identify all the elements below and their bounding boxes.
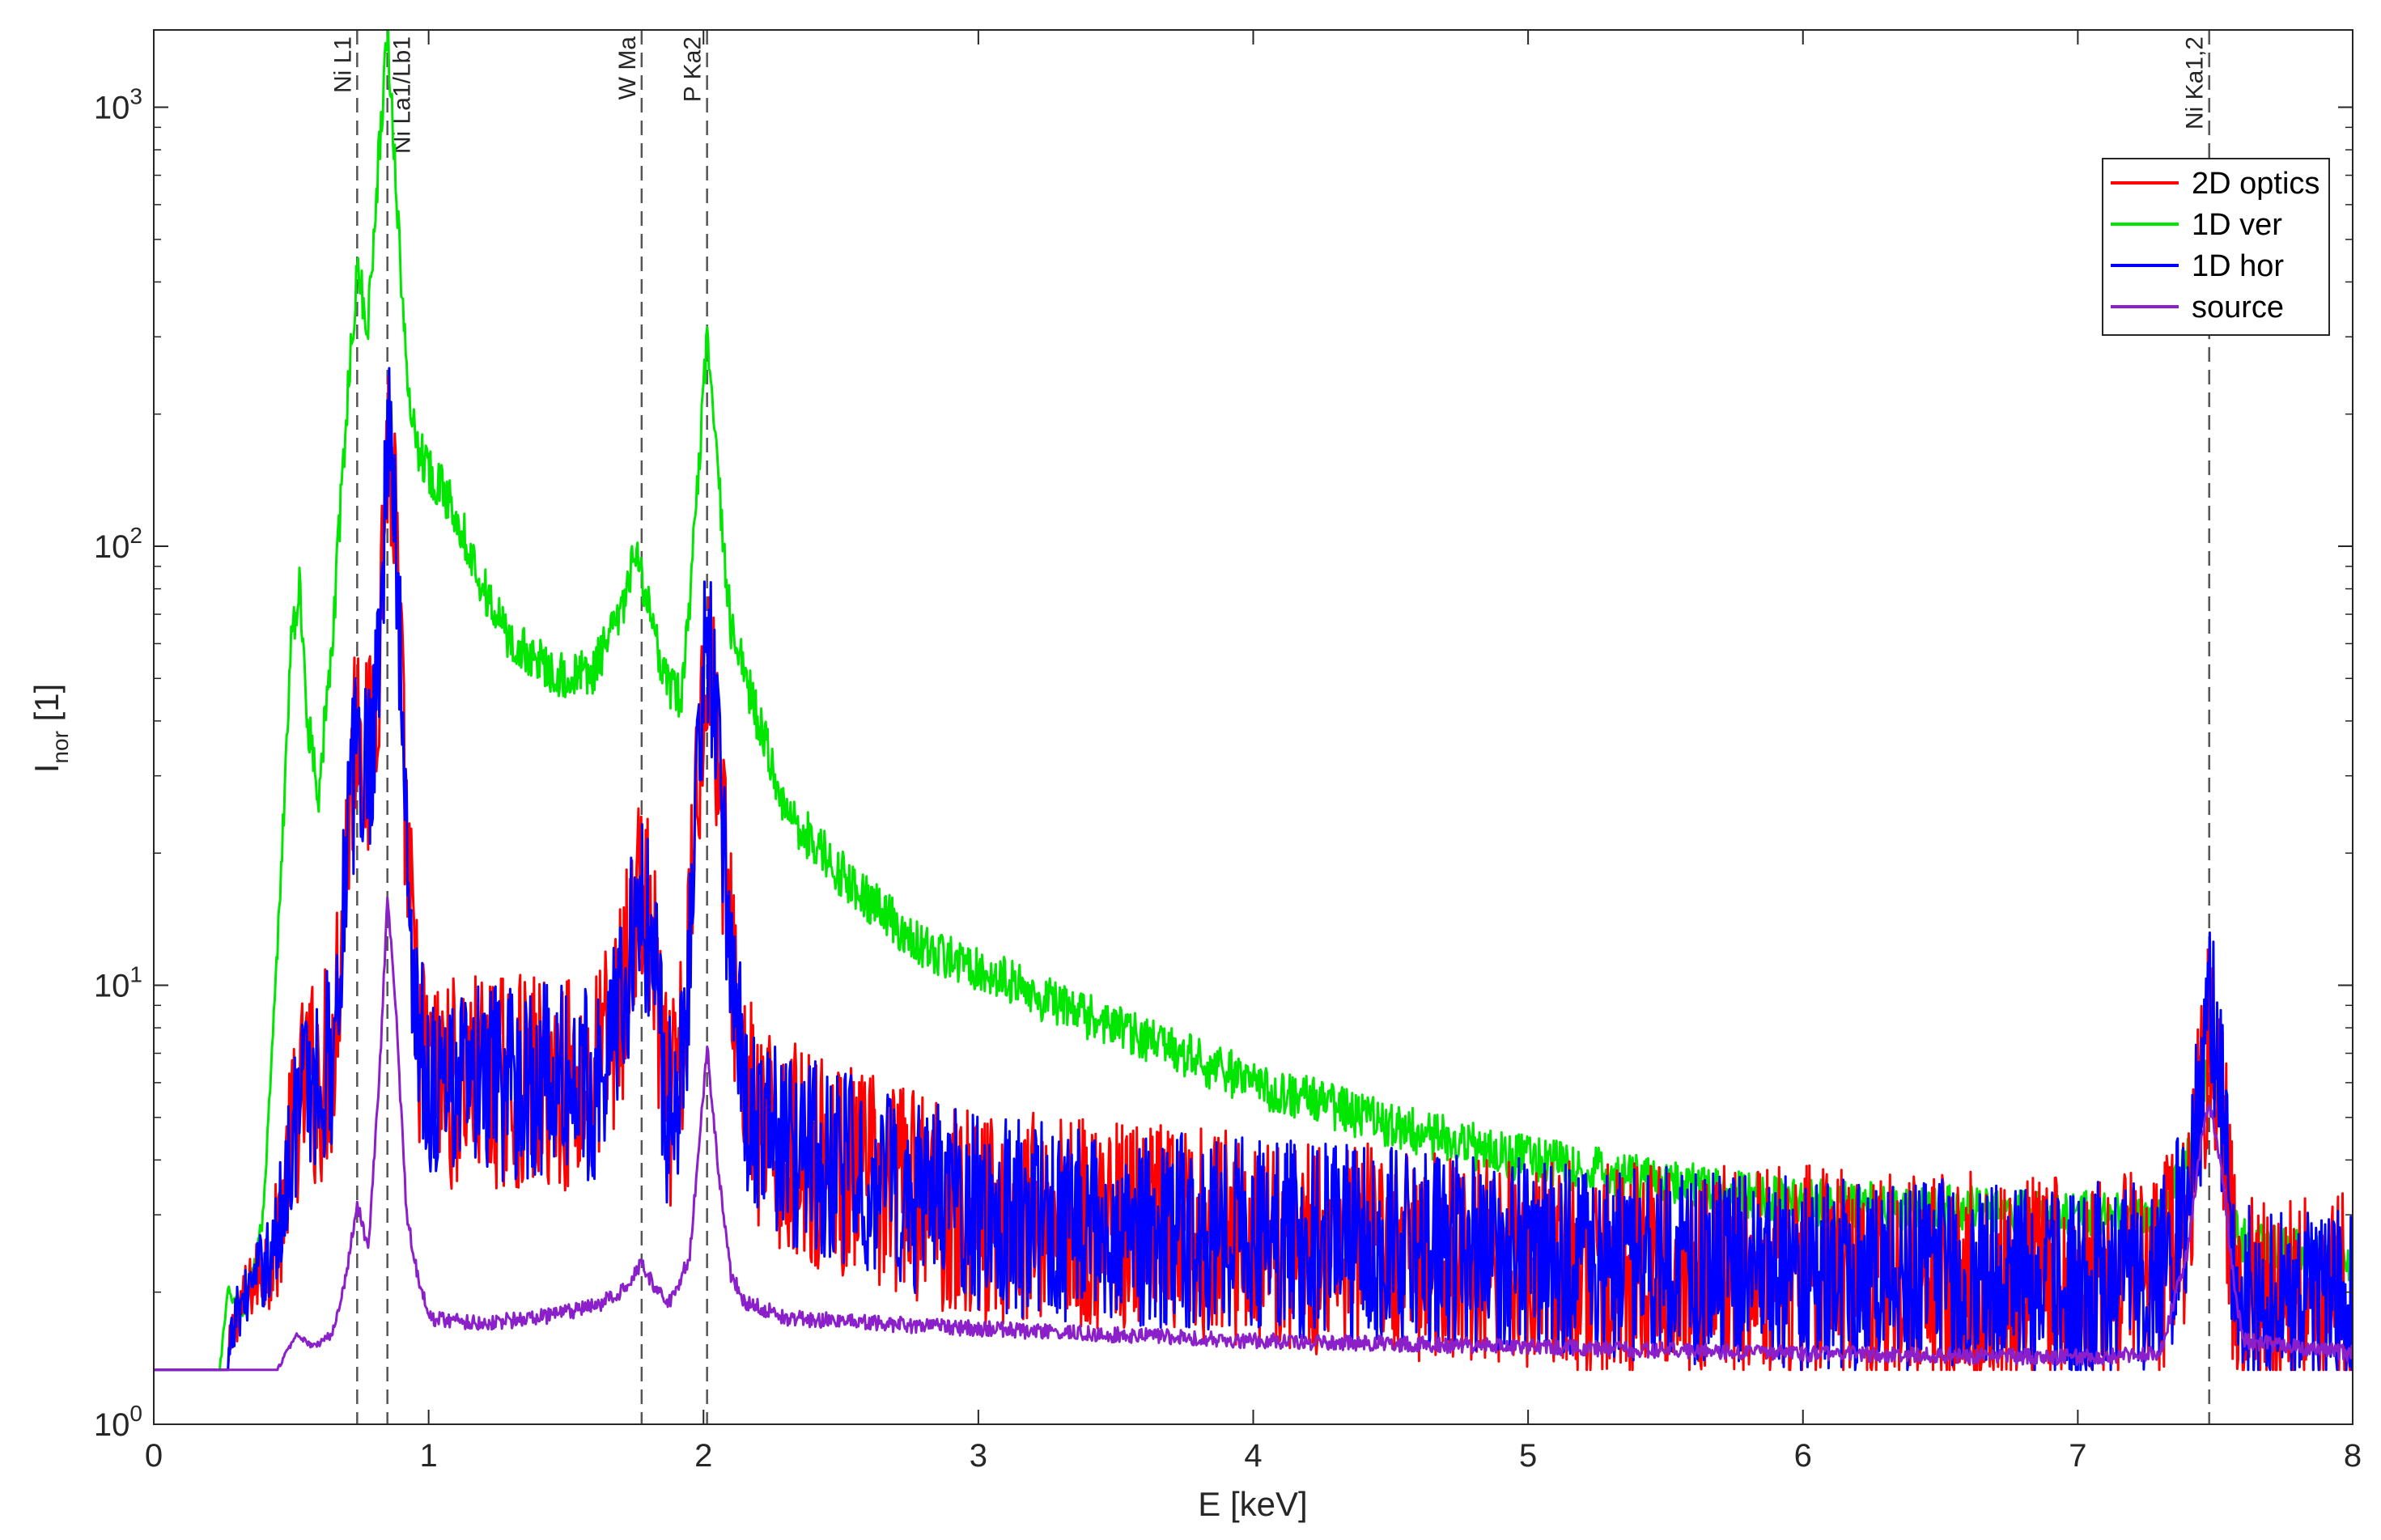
series-line-1d-ver — [154, 30, 2353, 1372]
legend-entry: source — [2192, 291, 2284, 325]
x-tick-label: 0 — [145, 1438, 163, 1474]
y-tick-label: 103 — [94, 84, 142, 126]
x-tick-label: 2 — [694, 1438, 712, 1474]
annotation-label: Ni Ka1,2 — [2182, 36, 2209, 129]
annotation-label: Ni L1 — [329, 36, 356, 93]
legend-entry: 2D optics — [2192, 167, 2319, 201]
x-axis-label: E [keV] — [1198, 1485, 1307, 1523]
legend-entry: 1D hor — [2192, 249, 2284, 283]
x-tick-label: 5 — [1519, 1438, 1537, 1474]
series-line-source — [154, 896, 2353, 1372]
x-tick-label: 1 — [420, 1438, 438, 1474]
y-tick-label: 102 — [94, 523, 142, 565]
x-ticks: 0 1 2 3 4 5 6 7 8 — [145, 30, 2362, 1474]
annotation-label: W Ma — [614, 36, 641, 100]
series-line-1d-hor — [154, 367, 2353, 1372]
y-axis-label: Inor [1] — [28, 684, 73, 774]
x-tick-label: 3 — [970, 1438, 987, 1474]
y-tick-label: 101 — [94, 962, 142, 1004]
y-tick-label: 100 — [94, 1401, 142, 1443]
y-ticks: 100 101 102 103 — [94, 84, 2353, 1443]
x-tick-label: 4 — [1244, 1438, 1262, 1474]
legend: 2D optics 1D ver 1D hor source — [2102, 158, 2330, 336]
x-tick-label: 6 — [1794, 1438, 1812, 1474]
annotation-label: P Ka2 — [680, 36, 707, 102]
x-tick-label: 7 — [2069, 1438, 2086, 1474]
series-layer — [154, 30, 2353, 1372]
x-tick-label: 8 — [2344, 1438, 2362, 1474]
legend-entry: 1D ver — [2192, 208, 2282, 242]
